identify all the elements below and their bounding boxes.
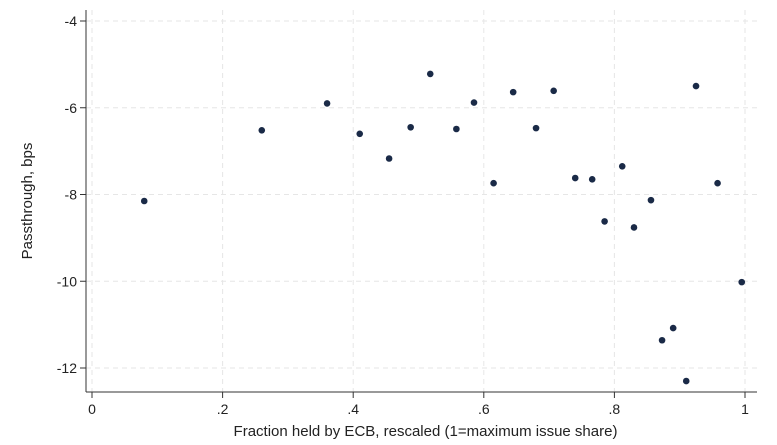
scatter-point xyxy=(647,196,655,204)
x-tick-label: .4 xyxy=(347,401,359,417)
scatter-point xyxy=(669,324,677,332)
tick-labels: 0 .2 .4 .6 .8 1 -4 -6 -8 -10 -12 xyxy=(57,13,749,417)
scatter-point xyxy=(618,163,626,170)
scatter-point xyxy=(630,224,638,231)
scatter-point xyxy=(658,336,666,344)
scatter-point xyxy=(385,155,393,162)
y-tick-label: -8 xyxy=(65,187,78,203)
scatter-point xyxy=(490,179,497,187)
scatter-point xyxy=(601,218,608,225)
x-tick-label: .6 xyxy=(478,401,490,417)
y-tick-label: -6 xyxy=(65,100,78,116)
x-axis-title: Fraction held by ECB, rescaled (1=maximu… xyxy=(234,423,618,440)
x-tick-label: 0 xyxy=(88,401,96,417)
scatter-point xyxy=(682,377,690,385)
scatter-point xyxy=(532,124,540,132)
x-tick-label: 1 xyxy=(741,401,749,417)
scatter-point xyxy=(738,278,746,286)
x-tick-label: .2 xyxy=(217,401,229,417)
scatter-point xyxy=(714,179,721,187)
data-points xyxy=(140,70,746,385)
grid-lines xyxy=(86,10,757,392)
y-tick-label: -12 xyxy=(57,360,77,376)
y-tick-label: -4 xyxy=(65,13,78,29)
scatter-point xyxy=(571,174,579,182)
x-tick-label: .8 xyxy=(609,401,621,417)
scatter-point xyxy=(140,197,148,205)
scatter-point xyxy=(453,125,460,133)
scatter-point xyxy=(323,100,331,107)
axes xyxy=(80,10,757,398)
scatter-point xyxy=(258,127,266,134)
scatter-point xyxy=(588,176,596,183)
scatter-point xyxy=(407,123,414,131)
y-tick-label: -10 xyxy=(57,273,77,289)
scatter-point xyxy=(470,99,478,106)
scatter-point xyxy=(550,87,557,95)
scatter-point xyxy=(356,130,364,138)
scatter-point xyxy=(509,88,517,96)
scatter-point xyxy=(426,70,434,78)
scatter-point xyxy=(692,82,700,90)
y-axis-title: Passthrough, bps xyxy=(19,143,36,260)
